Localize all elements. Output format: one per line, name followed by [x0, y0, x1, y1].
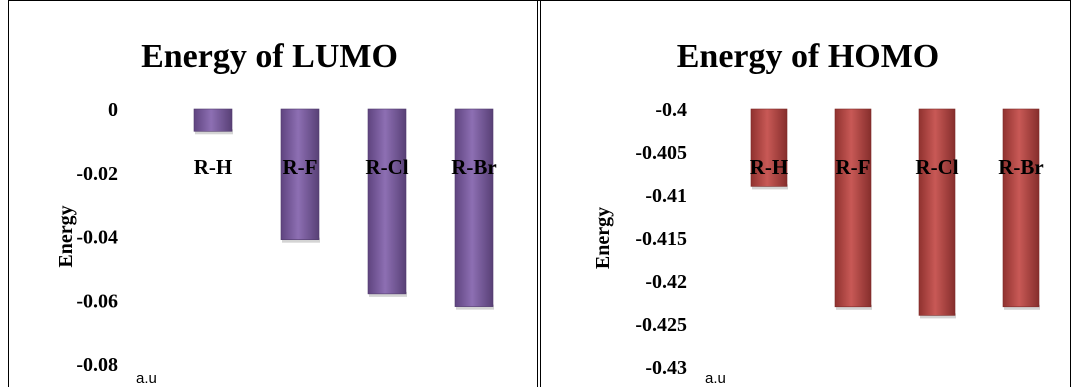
homo-y-tick-label: -0.41	[645, 185, 687, 207]
homo-bar	[750, 108, 788, 187]
homo-category-label: R-F	[836, 155, 871, 179]
homo-y-tick-label: -0.4	[655, 99, 687, 121]
lumo-bar-shadow	[195, 129, 233, 135]
lumo-category-label: R-H	[194, 155, 233, 179]
homo-y-tick-label: -0.425	[635, 314, 687, 336]
lumo-category-label: R-Br	[451, 155, 497, 179]
homo-y-tick-label: -0.43	[645, 357, 687, 379]
homo-category-label: R-H	[750, 155, 789, 179]
frame-left-border	[8, 0, 9, 387]
lumo-bar	[454, 108, 494, 307]
lumo-bar-shadow	[456, 304, 494, 310]
lumo-chart-plot: Energy 0 -0.02 -0.04 -0.06 -0.08 R-H R-F R-Cl R-B…	[55, 99, 497, 387]
lumo-bar-shadow	[282, 237, 320, 243]
homo-bar	[834, 108, 872, 308]
lumo-bar-shadow	[369, 291, 407, 297]
homo-bar	[918, 108, 956, 316]
homo-y-axis-label: Energy	[592, 207, 614, 269]
lumo-category-label: R-F	[283, 155, 318, 179]
homo-bar-shadow	[920, 313, 956, 319]
homo-y-tick-label: -0.415	[635, 228, 687, 250]
lumo-y-tick-label: -0.08	[76, 354, 118, 376]
homo-category-label: R-Br	[998, 155, 1044, 179]
homo-y-tick-label: -0.405	[635, 142, 687, 164]
homo-chart-title: Energy of HOMO	[676, 38, 940, 75]
lumo-y-axis-label: Energy	[55, 205, 77, 267]
homo-y-tick-label: -0.42	[645, 271, 687, 293]
lumo-bar	[193, 108, 233, 132]
homo-chart-plot: Energy -0.4 -0.405 -0.41 -0.415 -0.42 -0.425 -0…	[592, 99, 1044, 387]
lumo-y-tick-label: -0.02	[76, 163, 118, 185]
homo-bar	[1002, 108, 1040, 308]
homo-bar-shadow	[752, 184, 788, 190]
lumo-y-tick-label: 0	[108, 99, 118, 121]
lumo-y-tick-label: -0.06	[76, 290, 118, 312]
lumo-category-label: R-Cl	[365, 155, 408, 179]
frame-top-border	[8, 0, 1071, 1]
lumo-bar	[280, 108, 320, 240]
frame-right-border	[1070, 0, 1071, 387]
lumo-unit-label: a.u	[136, 370, 157, 387]
lumo-chart-panel: Energy of LUMO Energy 0 -0.02 -0.04 -0.06 -0.…	[55, 38, 497, 387]
homo-category-label: R-Cl	[915, 155, 958, 179]
lumo-chart-title: Energy of LUMO	[141, 38, 398, 75]
homo-bar-shadow	[836, 304, 872, 310]
frame-middle-border-2	[540, 0, 541, 387]
lumo-y-tick-label: -0.04	[76, 227, 118, 249]
homo-chart-panel: Energy of HOMO Energy -0.4 -0.405 -0.41 -0.4…	[539, 0, 1077, 387]
frame-middle-border-1	[537, 0, 538, 387]
homo-unit-label: a.u	[705, 370, 726, 387]
homo-bar-shadow	[1004, 304, 1040, 310]
lumo-bar	[367, 108, 407, 295]
